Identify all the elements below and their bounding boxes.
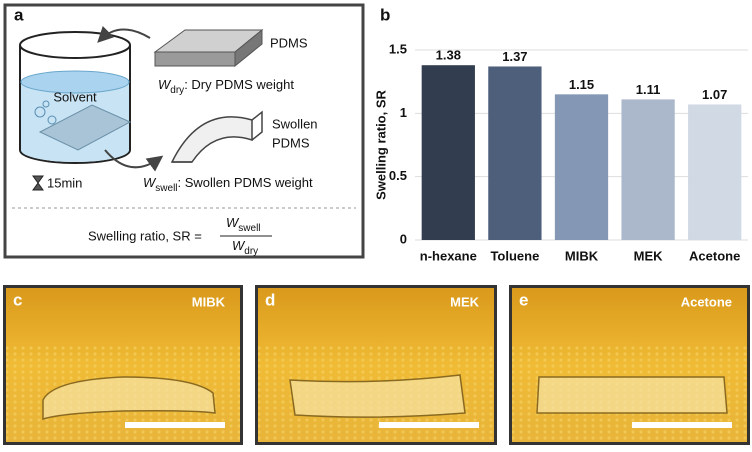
beaker-rim: [19, 31, 131, 59]
photo-frame: [509, 285, 750, 445]
bubble: [34, 106, 46, 118]
dry-weight: Wdry: Dry PDMS weight: [158, 77, 294, 95]
liquid-surface: [20, 70, 130, 94]
panel-label: b: [380, 5, 390, 24]
symbol: W: [143, 175, 157, 190]
value-label: 1.15: [569, 77, 594, 92]
bar: [621, 99, 675, 241]
value-label: 1.38: [436, 48, 461, 63]
arrow: [104, 149, 164, 172]
swollen-pdms-edge: [172, 110, 263, 163]
bubble: [42, 100, 50, 108]
swollen-label: Swollen: [272, 116, 318, 131]
panel-label: c: [13, 290, 22, 309]
subscript: swell: [155, 183, 177, 194]
scale-bar: [125, 422, 225, 428]
value-label: 1.11: [636, 82, 661, 97]
swell-weight: Wswell: Swollen PDMS weight: [143, 175, 313, 193]
x-tick-label: Acetone: [689, 248, 740, 263]
subscript: dry: [170, 85, 184, 96]
y-tick-label: 0: [400, 231, 407, 246]
photo-panel: c MIBK: [3, 285, 243, 445]
panel-label: d: [265, 290, 275, 309]
subscript: swell: [238, 223, 260, 234]
y-tick-label: 1.5: [389, 41, 407, 56]
solvent-label: Acetone: [681, 294, 732, 309]
y-tick-label: 1: [400, 105, 407, 120]
value-label: 1.07: [702, 87, 727, 102]
denominator: Wdry: [232, 238, 258, 256]
symbol: W: [232, 238, 246, 253]
bar: [421, 65, 475, 240]
bubble: [47, 115, 57, 125]
symbol: W: [158, 77, 172, 92]
panel-label: e: [519, 290, 528, 309]
scale-bar: [379, 422, 479, 428]
panel-b: b Swelling ratio, SR 0 0.5 1 1.5 n-hexane 1.3…: [373, 5, 748, 263]
panel-label: a: [14, 5, 24, 24]
value-label: 1.37: [502, 49, 527, 64]
solvent-label: Solvent: [53, 89, 97, 104]
photo-panel: d MEK: [255, 285, 497, 445]
solvent-label: MIBK: [192, 294, 226, 309]
description: : Dry PDMS weight: [184, 77, 294, 92]
pdms-in-solvent: [38, 104, 132, 151]
pdms-sample: [42, 376, 216, 421]
bar: [688, 104, 742, 240]
pdms-sample: [536, 376, 728, 414]
x-tick-label: MEK: [634, 248, 664, 263]
photo-frame: [3, 285, 243, 445]
time-label: 15min: [47, 175, 82, 190]
swollen-label: PDMS: [272, 135, 310, 150]
photo-frame: [255, 285, 497, 445]
subscript: dry: [244, 246, 258, 257]
formula-label: Swelling ratio, SR =: [88, 228, 202, 243]
symbol: W: [226, 215, 240, 230]
y-tick-label: 0.5: [389, 168, 407, 183]
photo-panel: e Acetone: [509, 285, 750, 445]
x-tick-label: Toluene: [490, 248, 539, 263]
description: : Swollen PDMS weight: [178, 175, 313, 190]
panel-a: a Solvent PDMS Wdry: Dry PDMS weight Swo…: [3, 3, 365, 259]
photos: c MIBK d MEK e Acetone: [3, 285, 750, 445]
pdms-sample: [289, 374, 466, 418]
bar: [488, 66, 542, 240]
pdms-label: PDMS: [270, 35, 308, 50]
arrow: [97, 25, 151, 43]
numerator: Wswell: [226, 215, 261, 233]
pdms-slab-side: [234, 28, 263, 68]
pdms-slab-front: [154, 51, 236, 67]
x-tick-label: MIBK: [565, 248, 599, 263]
hourglass-icon: [32, 175, 44, 191]
scale-bar: [632, 422, 732, 428]
solvent-label: MEK: [450, 294, 480, 309]
y-axis-label: Swelling ratio, SR: [373, 89, 388, 199]
x-tick-label: n-hexane: [420, 248, 477, 263]
bar: [554, 94, 609, 240]
